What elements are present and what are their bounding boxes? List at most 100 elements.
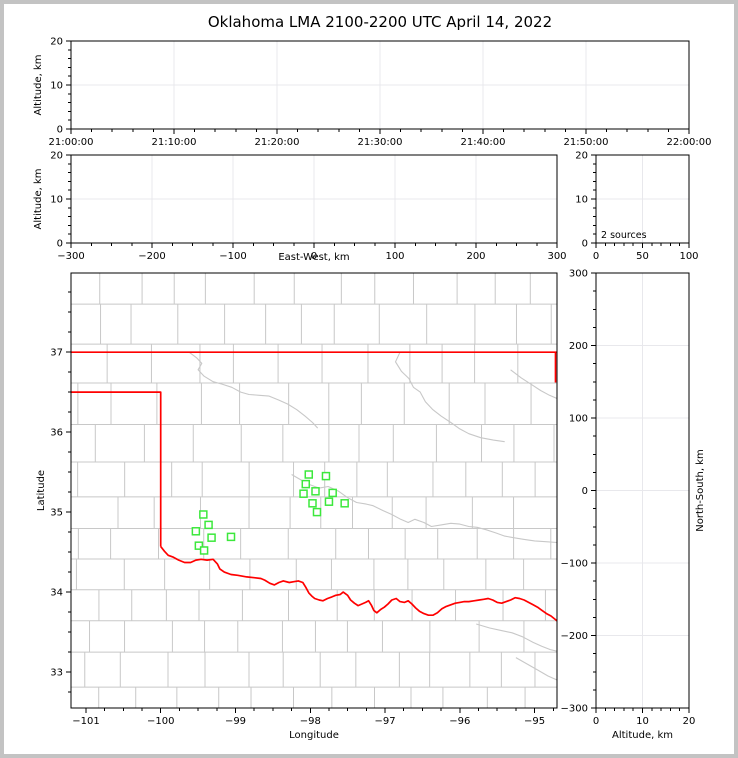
panhandle-border — [71, 391, 162, 547]
panel-frame — [595, 154, 690, 244]
grid-northsouth-altitude — [596, 273, 689, 708]
x-tick-label: 21:40:00 — [461, 137, 506, 148]
panel-frame — [70, 154, 558, 244]
panel-map: −101 −100 −99 −98 −97 −96 −95 33 34 35 36 37 Longitu… — [36, 272, 558, 741]
river-line — [291, 474, 557, 544]
river-line — [476, 623, 557, 652]
y-tick-label: 0 — [582, 239, 588, 250]
river-line — [188, 351, 319, 429]
panel-altitude-time: 21:00:00 21:10:00 21:20:00 21:30:00 21:40:00… — [33, 37, 711, 149]
panel-source-histogram: 0 50 100 0 10 20 2 sources — [575, 151, 698, 263]
axis-label-altitude-km: Altitude, km — [33, 169, 44, 230]
y-tick-label: 36 — [50, 428, 63, 439]
x-tick-label: 20 — [683, 716, 696, 727]
y-tick-label: 0 — [582, 486, 588, 497]
y-tick-label: −300 — [561, 704, 588, 715]
lma-station-marker — [191, 527, 201, 536]
y-tick-label: 35 — [50, 508, 63, 519]
lma-station-marker — [199, 510, 208, 519]
x-tick-label: 100 — [679, 251, 698, 262]
x-tick-label: −98 — [300, 716, 321, 727]
x-tick-label: 21:00:00 — [49, 137, 94, 148]
panel-frame — [70, 40, 690, 130]
x-tick-label: 100 — [385, 251, 404, 262]
lma-station-marker — [207, 533, 216, 542]
y-tick-label: −100 — [561, 559, 588, 570]
figure-title: Oklahoma LMA 2100-2200 UTC April 14, 202… — [207, 13, 553, 31]
lma-station-marker — [199, 546, 209, 555]
x-tick-label: −96 — [449, 716, 470, 727]
axis-label-altitude-km: Altitude, km — [612, 730, 673, 741]
lma-stations — [191, 470, 349, 555]
axis-label-latitude: Latitude — [36, 470, 47, 511]
y-tick-label: 34 — [50, 588, 63, 599]
y-tick-label: 20 — [50, 37, 63, 48]
x-tick-label: −100 — [147, 716, 174, 727]
x-tick-label: 200 — [466, 251, 485, 262]
river-line — [515, 657, 557, 681]
x-tick-label: −300 — [57, 251, 84, 262]
lma-station-marker — [328, 488, 337, 498]
lma-station-marker — [304, 470, 314, 479]
x-tick-label: 0 — [593, 716, 599, 727]
y-tick-label: 300 — [569, 269, 588, 280]
y-tick-label: 10 — [50, 195, 63, 206]
x-tick-label: 10 — [636, 716, 649, 727]
x-tick-label: 21:10:00 — [152, 137, 197, 148]
x-tick-label: 300 — [547, 251, 566, 262]
x-tick-label: −100 — [219, 251, 246, 262]
river-line — [394, 351, 505, 443]
lma-station-marker — [324, 497, 334, 506]
lma-station-marker — [204, 520, 213, 530]
x-tick-label: 21:50:00 — [564, 137, 609, 148]
panel-altitude-eastwest: −300 −200 −100 0 100 200 300 0 10 20 East-West, km… — [33, 151, 567, 264]
x-tick-label: −101 — [72, 716, 99, 727]
y-tick-label: 10 — [50, 81, 63, 92]
y-tick-label: 100 — [569, 414, 588, 425]
y-tick-label: −200 — [561, 631, 588, 642]
panel-northsouth-altitude: 0 10 20 −300 −200 −100 0 100 200 300 Altitude, km N… — [561, 269, 706, 742]
x-tick-label: 0 — [593, 251, 599, 262]
x-tick-label: −95 — [524, 716, 545, 727]
lma-station-marker — [340, 499, 349, 508]
y-tick-label: 20 — [50, 151, 63, 162]
x-tick-label: 0 — [311, 251, 317, 262]
axis-label-longitude: Longitude — [289, 730, 339, 741]
lma-station-marker — [321, 471, 331, 481]
grid-altitude-time — [71, 41, 689, 129]
y-tick-label: 200 — [569, 341, 588, 352]
grid-altitude-eastwest — [71, 155, 557, 243]
map-layers — [71, 273, 557, 708]
lma-station-marker — [301, 479, 311, 489]
x-tick-label: −99 — [225, 716, 246, 727]
river-line — [510, 369, 557, 400]
y-tick-label: 33 — [50, 668, 63, 679]
axis-label-east-west-km: East-West, km — [278, 252, 349, 263]
axis-label-north-south-km: North-South, km — [695, 449, 706, 532]
x-tick-label: 21:20:00 — [255, 137, 300, 148]
lma-station-marker — [194, 541, 204, 550]
lma-station-marker — [311, 487, 320, 496]
lma-station-marker — [226, 532, 236, 542]
lma-station-marker — [308, 499, 317, 508]
y-tick-label: 10 — [575, 195, 588, 206]
source-count-annotation: 2 sources — [601, 230, 647, 241]
y-tick-label: 0 — [57, 239, 63, 250]
x-tick-label: 21:30:00 — [358, 137, 403, 148]
lma-station-marker — [312, 507, 322, 517]
grid-source-histogram — [596, 155, 689, 243]
y-tick-label: 0 — [57, 125, 63, 136]
axis-label-altitude-km: Altitude, km — [33, 55, 44, 116]
red-river-border — [160, 545, 557, 622]
x-tick-label: 50 — [636, 251, 649, 262]
x-tick-label: −97 — [374, 716, 395, 727]
lma-station-marker — [299, 489, 308, 498]
y-tick-label: 20 — [575, 151, 588, 162]
x-tick-label: −200 — [138, 251, 165, 262]
county-boundaries — [71, 273, 557, 708]
panel-frame — [70, 272, 558, 709]
x-tick-label: 22:00:00 — [667, 137, 712, 148]
y-tick-label: 37 — [50, 348, 63, 359]
